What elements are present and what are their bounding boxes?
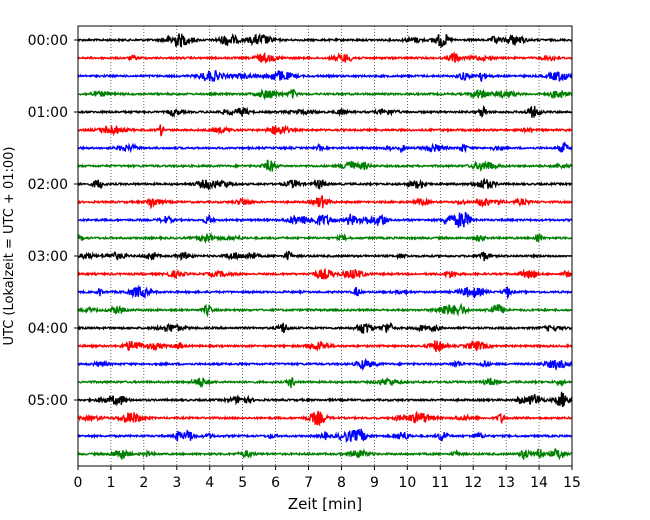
trace-0130 <box>77 141 573 154</box>
x-tick-label: 5 <box>238 475 247 491</box>
x-tick-label: 11 <box>431 475 449 491</box>
y-tick-label: 00:00 <box>28 33 68 49</box>
trace-0330 <box>77 284 573 300</box>
grid-lines <box>110 26 540 466</box>
trace-0515 <box>77 410 573 427</box>
y-axis-label: UTC (Lokalzeit = UTC + 01:00) <box>2 147 17 346</box>
x-tick-label: 8 <box>337 475 346 491</box>
trace-0445 <box>77 377 573 389</box>
trace-0145 <box>77 159 573 173</box>
x-tick-label: 4 <box>205 475 214 491</box>
trace-0115 <box>77 124 573 137</box>
trace-0030 <box>77 69 573 83</box>
x-tick-label: 3 <box>172 475 181 491</box>
plot-frame <box>77 25 573 467</box>
x-tick-label: 15 <box>563 475 581 491</box>
x-axis-label: Zeit [min] <box>288 495 362 513</box>
y-axis: 00:00 01:00 02:00 03:00 04:00 05:00 <box>28 33 78 409</box>
trace-0500 <box>77 391 573 408</box>
seismogram-traces <box>77 32 573 461</box>
trace-0045 <box>77 88 573 101</box>
trace-0400 <box>77 322 573 334</box>
y-tick-label: 05:00 <box>28 393 68 409</box>
x-tick-label: 1 <box>106 475 115 491</box>
trace-0230 <box>77 211 573 228</box>
y-tick-label: 02:00 <box>28 177 68 193</box>
y-tick-label: 03:00 <box>28 249 68 265</box>
x-tick-label: 6 <box>271 475 280 491</box>
trace-0245 <box>77 231 573 244</box>
trace-0430 <box>77 357 573 372</box>
x-tick-label: 9 <box>370 475 379 491</box>
x-tick-label: 13 <box>497 475 515 491</box>
trace-0415 <box>77 339 573 353</box>
trace-0215 <box>77 195 573 210</box>
x-tick-label: 10 <box>398 475 416 491</box>
trace-0100 <box>77 105 573 118</box>
trace-0315 <box>77 267 573 280</box>
trace-0200 <box>77 177 573 191</box>
x-tick-label: 14 <box>530 475 548 491</box>
trace-0530 <box>77 428 573 444</box>
trace-0545 <box>77 447 573 461</box>
trace-0300 <box>77 250 573 262</box>
x-tick-label: 0 <box>74 475 83 491</box>
trace-0015 <box>77 50 573 65</box>
y-tick-label: 04:00 <box>28 321 68 337</box>
y-tick-label: 01:00 <box>28 105 68 121</box>
x-axis: 0 1 2 3 4 5 6 7 8 9 10 11 12 13 14 15 <box>74 466 581 491</box>
x-tick-label: 7 <box>304 475 313 491</box>
trace-0345 <box>77 302 573 318</box>
trace-0000 <box>77 32 573 49</box>
x-tick-label: 12 <box>464 475 482 491</box>
x-tick-label: 2 <box>139 475 148 491</box>
